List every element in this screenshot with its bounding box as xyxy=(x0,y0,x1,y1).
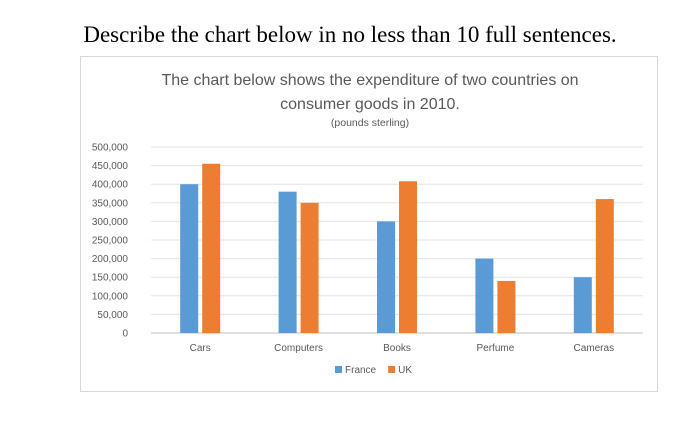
y-tick-label: 300,000 xyxy=(92,217,129,228)
bar-cars-uk xyxy=(202,163,221,333)
instruction-text: Describe the chart below in no less than… xyxy=(83,22,617,47)
x-tick-label-cars: Cars xyxy=(190,343,211,354)
y-tick-label: 500,000 xyxy=(92,143,129,154)
expenditure-bar-chart: The chart below shows the expenditure of… xyxy=(92,72,643,376)
chart-title-line-1: The chart below shows the expenditure of… xyxy=(161,72,578,89)
bar-perfume-uk xyxy=(497,280,516,333)
x-tick-label-books: Books xyxy=(383,343,411,354)
chart-frame: The chart below shows the expenditure of… xyxy=(80,56,658,392)
bar-cameras-uk xyxy=(595,199,614,333)
legend-swatch-france xyxy=(335,366,342,373)
y-tick-label: 200,000 xyxy=(92,254,129,265)
y-tick-label: 0 xyxy=(122,329,128,340)
y-tick-label: 150,000 xyxy=(92,273,129,284)
x-tick-label-perfume: Perfume xyxy=(477,343,515,354)
bar-perfume-france xyxy=(475,258,494,333)
bar-books-france xyxy=(377,221,395,333)
legend-label-france: France xyxy=(345,365,377,376)
y-tick-label: 400,000 xyxy=(92,180,129,191)
y-tick-label: 350,000 xyxy=(92,198,129,209)
legend-swatch-uk xyxy=(388,366,396,373)
bar-cars-france xyxy=(180,184,199,333)
y-axis-tick-labels: 0 50,000 100,000 150,000 200,000 250,000 300,0… xyxy=(92,143,129,340)
bar-computers-uk xyxy=(300,202,319,333)
y-tick-label: 50,000 xyxy=(97,310,128,321)
chart-subtitle: (pounds sterling) xyxy=(331,117,409,129)
x-tick-label-cameras: Cameras xyxy=(574,343,615,354)
legend-label-uk: UK xyxy=(398,365,412,376)
x-tick-label-computers: Computers xyxy=(274,343,323,354)
y-tick-label: 250,000 xyxy=(92,236,129,247)
y-tick-label: 450,000 xyxy=(92,161,129,172)
chart-title-line-2: consumer goods in 2010. xyxy=(280,96,460,113)
gridlines xyxy=(151,146,643,334)
x-axis-category-labels: Cars Computers Books Perfume Cameras xyxy=(190,343,614,354)
bars xyxy=(180,163,614,333)
bar-cameras-france xyxy=(573,277,592,333)
y-tick-label: 100,000 xyxy=(92,291,129,302)
legend: France UK xyxy=(335,365,412,376)
bar-computers-france xyxy=(278,191,297,333)
bar-books-uk xyxy=(399,181,417,333)
